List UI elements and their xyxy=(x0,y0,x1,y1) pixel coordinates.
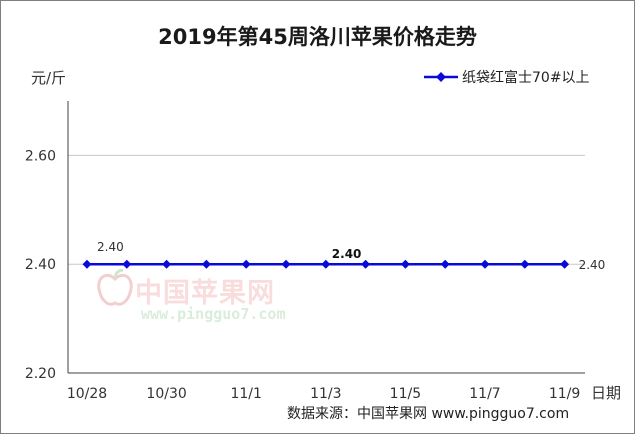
watermark-text: 中国苹果网 xyxy=(135,278,275,309)
legend-line-marker-icon xyxy=(424,72,458,82)
data-point-marker xyxy=(400,259,410,269)
legend-series-label: 纸袋红富士70#以上 xyxy=(462,70,590,86)
watermark-url: www.pingguo7.com xyxy=(141,305,286,323)
x-tick-label: 10/28 xyxy=(67,386,107,402)
legend: 纸袋红富士70#以上 xyxy=(424,67,590,87)
y-tick-label: 2.20 xyxy=(25,366,56,382)
data-point-marker xyxy=(162,259,172,269)
data-point-marker xyxy=(122,259,132,269)
data-label: 2.40 xyxy=(97,240,124,254)
chart-title: 2019年第45周洛川苹果价格走势 xyxy=(158,25,477,49)
x-tick-label: 11/3 xyxy=(310,386,341,402)
data-source: 数据来源：中国苹果网 www.pingguo7.com xyxy=(287,406,570,422)
data-point-marker xyxy=(361,259,371,269)
data-point-marker xyxy=(560,259,570,269)
x-tick-label: 11/1 xyxy=(230,386,261,402)
data-point-marker xyxy=(241,259,251,269)
data-point-marker xyxy=(321,259,331,269)
data-point-marker xyxy=(440,259,450,269)
x-tick-label: 11/7 xyxy=(469,386,500,402)
data-point-marker xyxy=(281,259,291,269)
y-tick-label: 2.60 xyxy=(25,148,56,164)
y-tick-label: 2.40 xyxy=(25,257,56,273)
data-point-marker xyxy=(520,259,530,269)
x-axis-label: 日期 xyxy=(591,384,622,402)
x-tick-label: 10/30 xyxy=(146,386,186,402)
x-tick-label: 11/5 xyxy=(390,386,421,402)
data-point-marker xyxy=(201,259,211,269)
apple-logo-icon xyxy=(97,268,133,306)
x-tick-label: 11/9 xyxy=(549,386,580,402)
watermark: 中国苹果网 www.pingguo7.com xyxy=(97,268,286,323)
data-point-marker xyxy=(82,259,92,269)
data-label: 2.40 xyxy=(579,258,606,272)
data-label: 2.40 xyxy=(332,247,362,261)
data-point-marker xyxy=(480,259,490,269)
y-axis-label: 元/斤 xyxy=(31,69,67,87)
